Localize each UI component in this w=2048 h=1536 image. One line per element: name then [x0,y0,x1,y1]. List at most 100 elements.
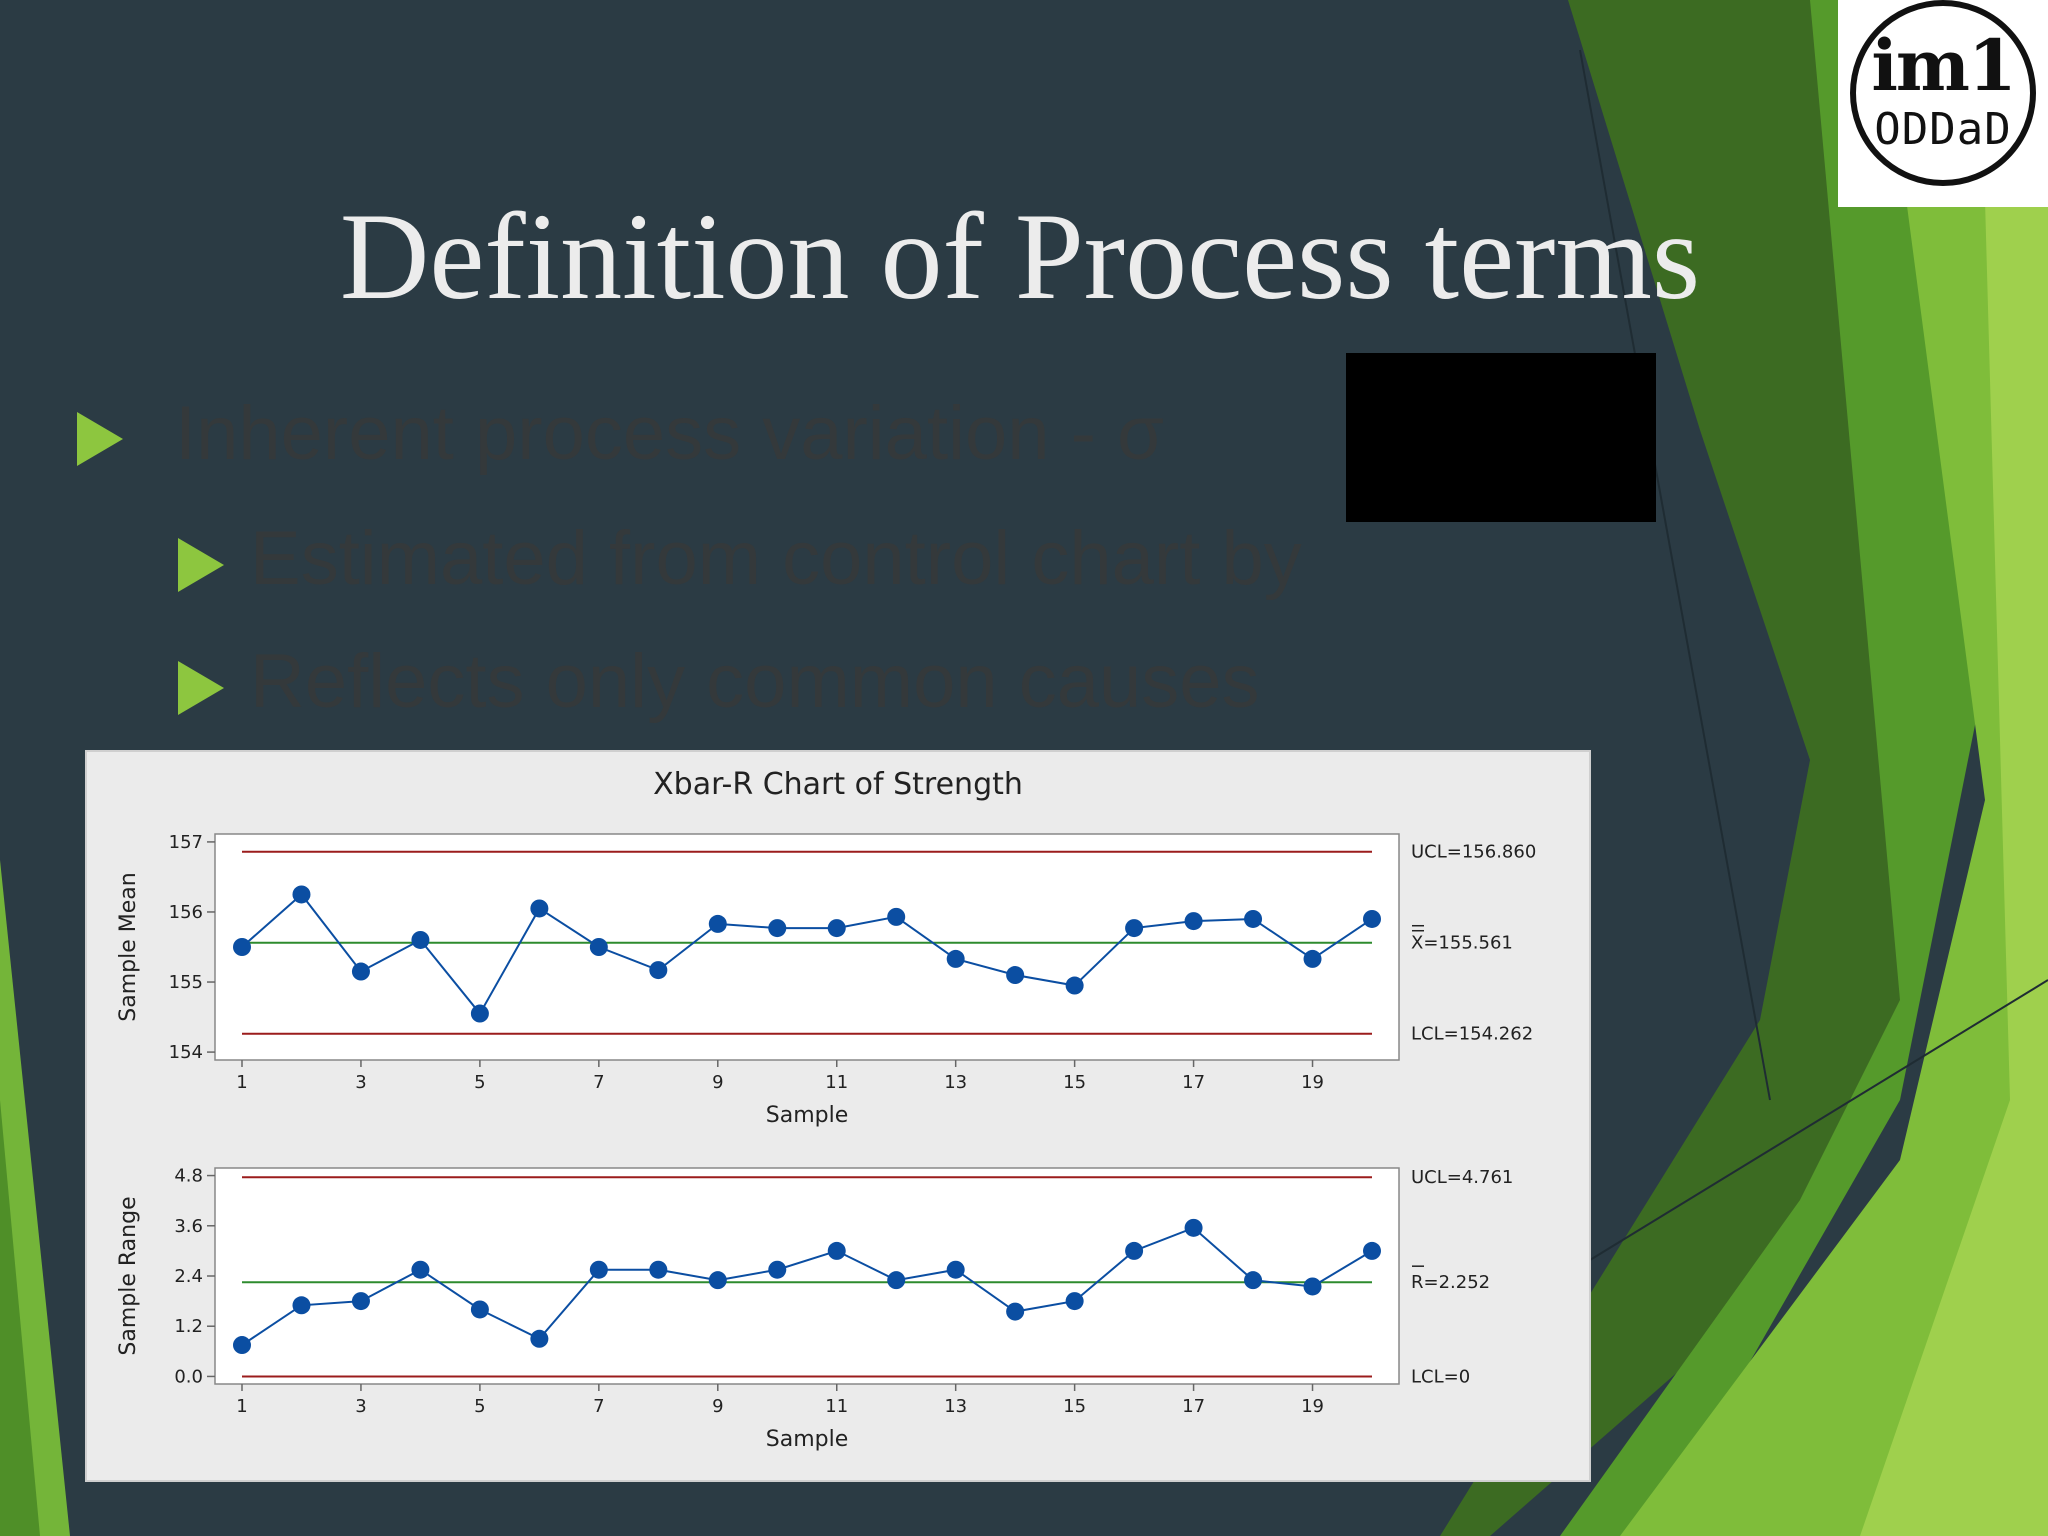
chart2-x-axis-label: Sample [766,1427,849,1452]
chart2-data-point [411,1260,430,1279]
chart1-ucl-label: UCL=156.860 [1411,842,1536,863]
chart2-data-point [351,1292,370,1311]
chart1-center-label: X=155.561 [1411,933,1513,954]
chart2-x-tick-label: 7 [593,1396,604,1417]
chart2-y-tick-label: 2.4 [174,1266,203,1287]
logo-ring [1850,0,2036,186]
chart2-ucl-label: UCL=4.761 [1411,1167,1513,1188]
chart1-data-point [1065,976,1084,995]
bullet-1: Inherent process variation - σ [175,391,1164,476]
chart1-data-point [649,961,668,980]
chart1-y-tick-label: 157 [169,832,203,853]
chart2-x-tick-label: 13 [944,1396,967,1417]
decor-thin-line [1579,49,1771,1101]
logo: im1 ODDaD [1838,0,2048,207]
decor-green-band-highlight [1860,160,2048,1536]
chart2-x-tick-label: 3 [355,1396,366,1417]
chart1-data-point [708,914,727,933]
chart2-data-point [589,1260,608,1279]
chart2-center-label: R=2.252 [1411,1272,1490,1293]
chart1-data-point [1184,912,1203,931]
chart2-y-axis-label: Sample Range [116,1196,141,1355]
chart2-y-tick-label: 0.0 [174,1366,203,1387]
chart1-data-point [768,919,787,938]
chart1-data-point [292,885,311,904]
chart1-x-tick-label: 15 [1063,1072,1086,1093]
xbar-r-chart-panel: Xbar-R Chart of Strength 154 155 156 157 1 3 5 7… [85,750,1591,1482]
chart1-y-tick-label: 155 [169,972,203,993]
chart1-data-point [1363,909,1381,928]
redacted-box [1346,353,1656,522]
chart1-data-point [589,938,608,956]
chart2-data-point [1303,1277,1322,1296]
chart2-plot-area [214,1167,1400,1385]
decor-green-band-dark [1440,0,1920,1536]
chart1-x-tick-label: 19 [1301,1072,1324,1093]
chart1-data-point [1125,919,1144,938]
chart2-data-point [768,1260,787,1279]
chart1-x-tick-label: 17 [1182,1072,1205,1093]
chart1-data-point [887,907,906,926]
chart1-data-point [946,949,965,968]
chart2-x-tick-label: 19 [1301,1396,1324,1417]
chart2-data-point [1006,1302,1025,1321]
logo-text-bottom: ODDaD [1874,104,2012,155]
chart1-data-point [233,938,251,956]
chart2-y-tick-label: 3.6 [174,1216,203,1237]
chart2-lcl-label: LCL=0 [1411,1366,1470,1387]
decor-green-left-shadow [0,1100,40,1536]
chart2-data-point [1125,1241,1144,1260]
chart2-data-point [1244,1271,1263,1290]
chart1-data-point [411,930,430,949]
chart2-data-point [292,1296,311,1315]
chart1-x-tick-label: 11 [825,1072,848,1093]
chart2-data-point [946,1260,965,1279]
chart2-x-tick-label: 1 [236,1396,247,1417]
chart1-data-point [1303,949,1322,968]
chart2-x-tick-label: 15 [1063,1396,1086,1417]
decor-green-band-light [1620,0,2048,1536]
chart2-y-tick-label: 1.2 [174,1316,203,1337]
chart1-data-point [351,962,370,981]
chart1-lcl-label: LCL=154.262 [1411,1024,1533,1045]
chart1-data-point [1006,966,1025,985]
chart2-data-point [649,1260,668,1279]
bullet-arrow-icon [77,412,123,466]
chart2-x-tick-label: 9 [712,1396,723,1417]
chart2-data-point [530,1329,549,1348]
bullet-3: Reflects only common causes [250,639,1260,724]
chart1-x-tick-label: 5 [474,1072,485,1093]
chart1-x-tick-label: 3 [355,1072,366,1093]
chart2-data-point [233,1336,251,1355]
chart2-data-point [1065,1292,1084,1311]
chart1-x-tick-label: 7 [593,1072,604,1093]
chart2-data-point [708,1271,727,1290]
chart2-data-point [827,1241,846,1260]
chart1-x-tick-label: 13 [944,1072,967,1093]
chart1-data-point [827,919,846,938]
chart2-data-point [470,1300,489,1319]
chart2-data-point [1184,1218,1203,1237]
chart2-data-point [1363,1241,1381,1260]
chart1-x-tick-label: 9 [712,1072,723,1093]
chart1-y-axis-label: Sample Mean [116,872,141,1021]
chart2-x-tick-label: 17 [1182,1396,1205,1417]
chart2-series-line [241,1226,1373,1346]
chart2-x-tick-label: 5 [474,1396,485,1417]
chart1-data-point [530,899,549,918]
chart1-series-line [241,892,1373,1016]
chart1-x-axis-label: Sample [766,1103,849,1128]
bullet-arrow-icon [178,661,224,715]
chart2-x-tick-label: 11 [825,1396,848,1417]
chart1-data-point [1244,909,1263,928]
chart1-y-tick-label: 154 [169,1042,203,1063]
chart1-data-point [470,1004,489,1023]
chart1-x-tick-label: 1 [236,1072,247,1093]
chart1-plot-area [214,833,1400,1061]
bullet-arrow-icon [178,538,224,592]
chart2-y-tick-label: 4.8 [174,1166,203,1187]
chart-title: Xbar-R Chart of Strength [653,767,1023,802]
decor-thin-line [1589,979,2048,1261]
chart2-data-point [887,1271,906,1290]
